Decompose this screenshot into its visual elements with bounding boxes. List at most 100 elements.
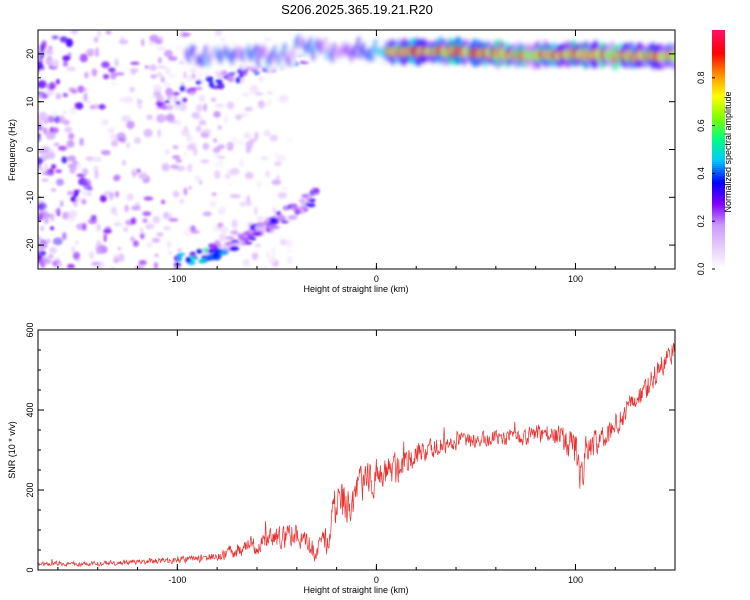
heatmap-arc-blob bbox=[175, 101, 181, 105]
snr-x-tick-label: -100 bbox=[168, 575, 186, 585]
heatmap-speckle bbox=[129, 68, 139, 73]
heatmap-speckle bbox=[150, 74, 157, 79]
heatmap-speckle bbox=[48, 45, 53, 50]
colorbar-step bbox=[712, 193, 725, 196]
heatmap-speckle bbox=[70, 30, 78, 35]
heatmap-speckle bbox=[231, 150, 236, 155]
heatmap-speckle bbox=[254, 131, 259, 141]
colorbar-step bbox=[712, 151, 725, 155]
heatmap-speckle bbox=[285, 239, 294, 248]
heatmap-speckle bbox=[191, 73, 196, 79]
heatmap-arc-blob bbox=[230, 239, 240, 244]
heatmap-speckle bbox=[163, 211, 170, 220]
heatmap-speckle bbox=[233, 251, 239, 257]
colorbar-tick-label: 0.0 bbox=[696, 263, 706, 276]
heatmap-speckle bbox=[137, 173, 147, 179]
heatmap-speckle bbox=[38, 118, 44, 128]
heatmap-speckle bbox=[66, 264, 75, 269]
heatmap-speckle bbox=[155, 72, 163, 78]
heatmap-speckle bbox=[279, 238, 287, 246]
colorbar-step bbox=[712, 43, 725, 47]
heatmap-speckle bbox=[162, 163, 170, 172]
snr-series-line bbox=[38, 342, 675, 568]
heatmap-speckle bbox=[72, 251, 81, 260]
heatmap-speckle bbox=[195, 104, 203, 113]
snr-x-tick-label: 100 bbox=[568, 575, 583, 585]
colorbar-step bbox=[712, 257, 725, 260]
heatmap-arc-blob bbox=[235, 76, 241, 84]
heatmap-speckle bbox=[97, 240, 101, 247]
heatmap-speckle bbox=[61, 156, 68, 164]
heatmap-speckle bbox=[132, 174, 136, 179]
heatmap-speckle bbox=[242, 258, 250, 267]
heatmap-arc-blob bbox=[188, 90, 196, 96]
colorbar: 0.0 0.2 0.4 0.6 0.8 Normalized spectral ampl… bbox=[696, 30, 733, 275]
snr-y-tick-label: 600 bbox=[25, 322, 35, 337]
colorbar-step bbox=[712, 109, 725, 113]
colorbar-step bbox=[712, 173, 725, 176]
snr-panel: -100 0 100 0 200 400 600 Height of straight li… bbox=[7, 322, 676, 595]
heatmap-speckle bbox=[245, 112, 250, 117]
heatmap-arc-blob bbox=[272, 225, 280, 229]
heatmap-speckle bbox=[103, 228, 112, 234]
heatmap-speckle bbox=[132, 240, 139, 247]
heatmap-speckle bbox=[63, 110, 67, 114]
colorbar-step bbox=[712, 121, 725, 125]
heatmap-arc-blob bbox=[225, 246, 231, 251]
heatmap-speckle bbox=[49, 127, 54, 133]
heatmap-arc-blob bbox=[215, 78, 223, 85]
heatmap-speckle bbox=[101, 61, 110, 69]
heatmap-speckle bbox=[41, 178, 49, 182]
heatmap-speckle bbox=[38, 249, 46, 258]
heatmap-speckle bbox=[67, 190, 74, 196]
heatmap-arc-blob bbox=[177, 254, 182, 262]
heatmap-arc-blob bbox=[293, 206, 298, 211]
heatmap-speckle bbox=[99, 194, 107, 203]
colorbar-step bbox=[712, 61, 725, 65]
heatmap-speckle bbox=[146, 114, 153, 120]
heatmap-speckle bbox=[225, 142, 232, 149]
colorbar-step bbox=[712, 103, 725, 107]
colorbar-step bbox=[712, 79, 725, 83]
colorbar-step bbox=[712, 51, 725, 55]
heatmap-speckle bbox=[156, 65, 167, 69]
colorbar-step bbox=[712, 73, 725, 77]
colorbar-step bbox=[712, 227, 725, 230]
heatmap-speckle bbox=[164, 67, 171, 75]
colorbar-tick-label: 0.8 bbox=[696, 72, 706, 85]
heatmap-speckle bbox=[57, 262, 62, 268]
colorbar-step bbox=[712, 167, 725, 171]
heatmap-arc-blob bbox=[205, 75, 214, 83]
heatmap-speckle bbox=[79, 53, 88, 63]
heatmap-speckle bbox=[131, 205, 141, 211]
colorbar-step bbox=[712, 67, 725, 71]
heatmap-speckle bbox=[38, 80, 47, 89]
colorbar-step bbox=[712, 71, 725, 75]
heatmap-speckle bbox=[264, 101, 271, 107]
colorbar-step bbox=[712, 171, 725, 174]
colorbar-step bbox=[712, 199, 725, 202]
colorbar-step bbox=[712, 119, 725, 123]
heatmap-speckle bbox=[278, 94, 289, 103]
heatmap-speckle bbox=[145, 65, 149, 69]
heatmap-speckle bbox=[231, 219, 238, 229]
heatmap-speckle bbox=[51, 35, 59, 40]
heatmap-speckle bbox=[145, 223, 155, 230]
heatmap-speckle bbox=[219, 225, 229, 234]
heatmap-arc-blob bbox=[164, 100, 170, 104]
heatmap-speckle bbox=[271, 247, 275, 256]
heatmap-speckle bbox=[73, 189, 81, 193]
heatmap-speckle bbox=[97, 30, 101, 38]
snr-x-label: Height of straight line (km) bbox=[303, 585, 408, 595]
heatmap-speckle bbox=[55, 169, 62, 173]
heatmap-speckle bbox=[130, 236, 135, 242]
heatmap-speckle bbox=[45, 49, 54, 56]
heatmap-speckle bbox=[111, 81, 116, 86]
heatmap-speckle bbox=[174, 45, 184, 52]
colorbar-step bbox=[712, 203, 725, 206]
heatmap-speckle bbox=[87, 48, 96, 54]
heatmap-speckle bbox=[103, 233, 107, 243]
heatmap-speckle bbox=[117, 247, 122, 251]
heatmap-speckle bbox=[273, 152, 281, 160]
heatmap-speckle bbox=[90, 214, 97, 221]
